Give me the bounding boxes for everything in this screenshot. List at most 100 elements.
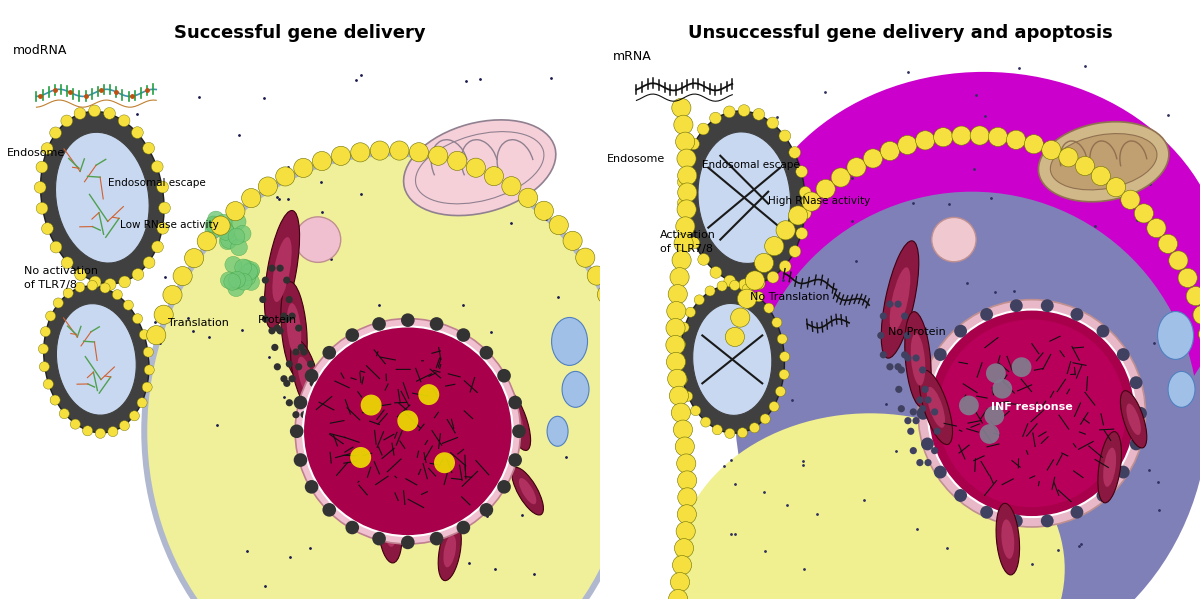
Circle shape <box>242 274 259 291</box>
Text: No Translation: No Translation <box>750 292 829 301</box>
Circle shape <box>61 257 73 268</box>
Circle shape <box>49 127 61 139</box>
Ellipse shape <box>55 132 149 263</box>
Circle shape <box>780 352 790 362</box>
Circle shape <box>796 166 808 177</box>
Text: modRNA: modRNA <box>12 44 67 57</box>
Circle shape <box>139 329 149 340</box>
Circle shape <box>512 425 526 438</box>
Circle shape <box>371 141 389 160</box>
Circle shape <box>924 459 931 466</box>
Circle shape <box>206 217 223 234</box>
Circle shape <box>259 296 266 303</box>
Circle shape <box>613 520 632 539</box>
Ellipse shape <box>1098 432 1122 503</box>
Ellipse shape <box>1103 447 1116 487</box>
Circle shape <box>898 367 905 374</box>
Circle shape <box>173 267 192 286</box>
Circle shape <box>737 289 756 308</box>
Circle shape <box>36 202 48 214</box>
Circle shape <box>119 276 131 288</box>
Circle shape <box>151 241 163 253</box>
Circle shape <box>667 369 686 388</box>
Ellipse shape <box>926 387 946 428</box>
Circle shape <box>667 301 686 320</box>
Circle shape <box>676 217 695 236</box>
Circle shape <box>288 313 295 320</box>
Circle shape <box>401 536 415 549</box>
Circle shape <box>274 325 281 332</box>
Text: No activation
of TLR7/8: No activation of TLR7/8 <box>24 267 98 289</box>
Circle shape <box>456 328 470 342</box>
Circle shape <box>952 126 971 145</box>
Circle shape <box>688 138 700 150</box>
Circle shape <box>274 363 281 370</box>
Circle shape <box>146 326 166 345</box>
Text: Low RNase activity: Low RNase activity <box>120 220 220 229</box>
Circle shape <box>907 428 914 435</box>
Circle shape <box>262 277 269 284</box>
Circle shape <box>221 272 238 289</box>
Circle shape <box>676 437 695 456</box>
Circle shape <box>197 232 216 251</box>
Circle shape <box>672 555 691 574</box>
Circle shape <box>678 166 697 185</box>
Circle shape <box>724 106 736 117</box>
Circle shape <box>1012 357 1032 377</box>
Circle shape <box>390 141 409 160</box>
Ellipse shape <box>43 286 149 433</box>
Circle shape <box>185 249 204 268</box>
Circle shape <box>241 189 260 208</box>
Circle shape <box>228 273 245 289</box>
Circle shape <box>1040 515 1054 527</box>
Circle shape <box>294 396 307 409</box>
Circle shape <box>211 216 230 235</box>
Circle shape <box>350 143 370 162</box>
Circle shape <box>674 234 694 253</box>
Circle shape <box>1010 300 1022 312</box>
Circle shape <box>295 325 302 332</box>
Text: Protein: Protein <box>258 316 298 325</box>
Circle shape <box>346 328 359 342</box>
Circle shape <box>208 217 224 234</box>
Circle shape <box>497 480 511 494</box>
Circle shape <box>764 303 774 313</box>
Circle shape <box>847 158 866 177</box>
Circle shape <box>674 357 685 367</box>
Circle shape <box>701 417 710 427</box>
Circle shape <box>742 284 752 294</box>
Circle shape <box>294 453 307 467</box>
Circle shape <box>979 424 1000 444</box>
Circle shape <box>1075 156 1094 176</box>
Text: Unsuccessful gene delivery and apoptosis: Unsuccessful gene delivery and apoptosis <box>688 24 1112 42</box>
Circle shape <box>550 216 569 235</box>
Circle shape <box>283 315 290 322</box>
Circle shape <box>41 143 53 155</box>
Text: No Protein: No Protein <box>888 328 946 337</box>
Circle shape <box>205 222 222 238</box>
Ellipse shape <box>1127 404 1141 435</box>
Circle shape <box>239 269 256 286</box>
Circle shape <box>143 256 155 268</box>
Circle shape <box>677 200 696 219</box>
Circle shape <box>677 176 689 188</box>
Circle shape <box>970 126 989 145</box>
Circle shape <box>1134 204 1153 223</box>
Circle shape <box>912 417 919 424</box>
Circle shape <box>1097 325 1109 338</box>
Circle shape <box>931 217 976 262</box>
Ellipse shape <box>562 371 589 407</box>
Circle shape <box>41 326 50 337</box>
Circle shape <box>613 325 632 344</box>
Circle shape <box>745 271 764 290</box>
Circle shape <box>312 152 331 171</box>
Circle shape <box>772 317 782 328</box>
Circle shape <box>74 108 86 119</box>
Circle shape <box>666 319 685 338</box>
Circle shape <box>124 300 133 310</box>
Circle shape <box>984 406 1004 425</box>
Circle shape <box>71 419 80 429</box>
Circle shape <box>980 506 994 519</box>
Ellipse shape <box>290 340 322 415</box>
Circle shape <box>769 401 779 412</box>
